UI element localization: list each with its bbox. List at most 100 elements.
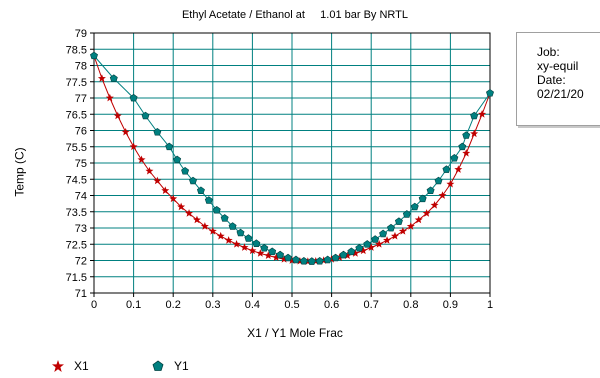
y-tick-label: 73 (75, 223, 87, 235)
data-point-x1 (248, 246, 257, 255)
grid (90, 32, 491, 297)
y-tick-label: 73.5 (66, 207, 87, 219)
data-point-y1 (260, 243, 269, 252)
chart-title: Ethyl Acetate / Ethanol at 1.01 bar By N… (181, 9, 409, 21)
job-label: Job: (537, 45, 560, 59)
data-point-y1 (153, 127, 162, 136)
x-tick-label: 1 (487, 299, 493, 311)
data-point-y1 (394, 217, 403, 225)
data-point-y1 (470, 111, 479, 120)
y-tick-label: 76.5 (66, 109, 87, 121)
data-point-y1 (458, 142, 467, 151)
pentagon-marker-icon (152, 360, 164, 371)
y-tick-label: 74 (75, 191, 87, 203)
data-point-x1 (367, 243, 376, 251)
data-point-x1 (177, 202, 186, 211)
y-tick-label: 76 (75, 126, 87, 138)
data-point-x1 (256, 249, 265, 257)
data-point-x1 (351, 249, 360, 257)
star-marker-icon (52, 360, 64, 372)
data-point-x1 (161, 186, 170, 195)
data-point-x1 (375, 240, 384, 248)
y-tick-label: 75 (75, 158, 87, 170)
data-point-x1 (422, 209, 431, 217)
data-point-x1 (343, 251, 352, 260)
data-point-y1 (402, 210, 411, 218)
data-point-x1 (208, 227, 217, 235)
data-point-y1 (196, 186, 205, 194)
data-point-y1 (323, 255, 332, 264)
y-tick-label: 74.5 (66, 174, 87, 186)
data-point-y1 (291, 255, 300, 264)
data-point-x1 (240, 243, 249, 251)
data-point-y1 (129, 93, 138, 102)
data-point-x1 (311, 256, 320, 265)
data-point-y1 (299, 256, 308, 265)
data-point-y1 (426, 186, 435, 194)
y-tick-label: 78 (75, 61, 87, 73)
data-point-y1 (212, 205, 221, 214)
data-point-y1 (339, 250, 348, 259)
data-point-y1 (434, 176, 443, 185)
x-tick-label: 0.5 (284, 299, 299, 311)
date-label: Date: (537, 73, 566, 87)
plot-border (93, 32, 491, 294)
y-axis-label: Temp (C) (12, 147, 27, 197)
legend-label-y1: Y1 (174, 359, 189, 373)
data-point-x1 (398, 227, 407, 235)
data-point-y1 (410, 202, 419, 211)
data-point-x1 (97, 74, 106, 82)
data-point-x1 (169, 194, 178, 203)
data-point-x1 (121, 127, 130, 136)
data-point-x1 (185, 209, 194, 217)
data-point-x1 (383, 236, 392, 244)
data-point-x1 (272, 253, 281, 261)
data-point-y1 (486, 88, 494, 97)
data-point-y1 (331, 253, 340, 262)
x-tick-label: 0 (91, 299, 97, 311)
series (90, 51, 494, 265)
data-point-y1 (276, 250, 285, 259)
job-value: xy-equil (537, 59, 579, 73)
data-point-y1 (379, 229, 388, 238)
data-point-x1 (200, 222, 209, 230)
data-point-y1 (141, 111, 150, 120)
y-tick-label: 71.5 (66, 272, 87, 284)
data-point-y1 (307, 257, 316, 265)
data-point-x1 (462, 149, 471, 157)
data-point-x1 (390, 231, 399, 240)
data-point-y1 (228, 222, 237, 230)
data-point-y1 (315, 256, 324, 265)
data-point-y1 (355, 243, 364, 252)
data-point-x1 (406, 222, 415, 230)
y-tick-label: 77 (75, 93, 87, 105)
x-tick-label: 0.7 (364, 299, 379, 311)
data-point-y1 (204, 196, 213, 204)
y-tick-label: 72 (75, 256, 87, 268)
data-point-x1 (232, 240, 241, 248)
x-tick-label: 0.2 (166, 299, 181, 311)
data-point-x1 (470, 129, 479, 138)
data-point-y1 (109, 74, 118, 82)
legend-label-x1: X1 (74, 359, 89, 373)
data-point-x1 (224, 236, 233, 244)
series-line-y1 (93, 55, 491, 262)
data-point-y1 (462, 131, 471, 139)
data-point-y1 (252, 239, 261, 247)
data-point-y1 (284, 253, 293, 262)
x-tick-label: 0.9 (443, 299, 458, 311)
data-point-y1 (173, 155, 182, 164)
data-point-x1 (430, 201, 439, 209)
data-point-x1 (137, 155, 146, 164)
data-point-x1 (113, 111, 122, 120)
info-box: Job: xy-equil Date: 02/21/20 (516, 32, 600, 126)
x-tick-labels: 0 0.1 0.2 0.3 0.4 0.5 0.6 0.7 0.8 0.9 1 (91, 299, 493, 311)
data-point-x1 (438, 191, 447, 199)
data-point-y1 (244, 234, 253, 242)
y-tick-label: 79 (75, 28, 87, 40)
data-point-x1 (145, 166, 154, 175)
y-tick-labels: 79 78.5 78 77.5 77 76.5 76 75.5 75 74.5 74 73.5 73 72… (66, 28, 87, 300)
data-point-x1 (129, 142, 138, 151)
data-point-y1 (387, 223, 395, 232)
